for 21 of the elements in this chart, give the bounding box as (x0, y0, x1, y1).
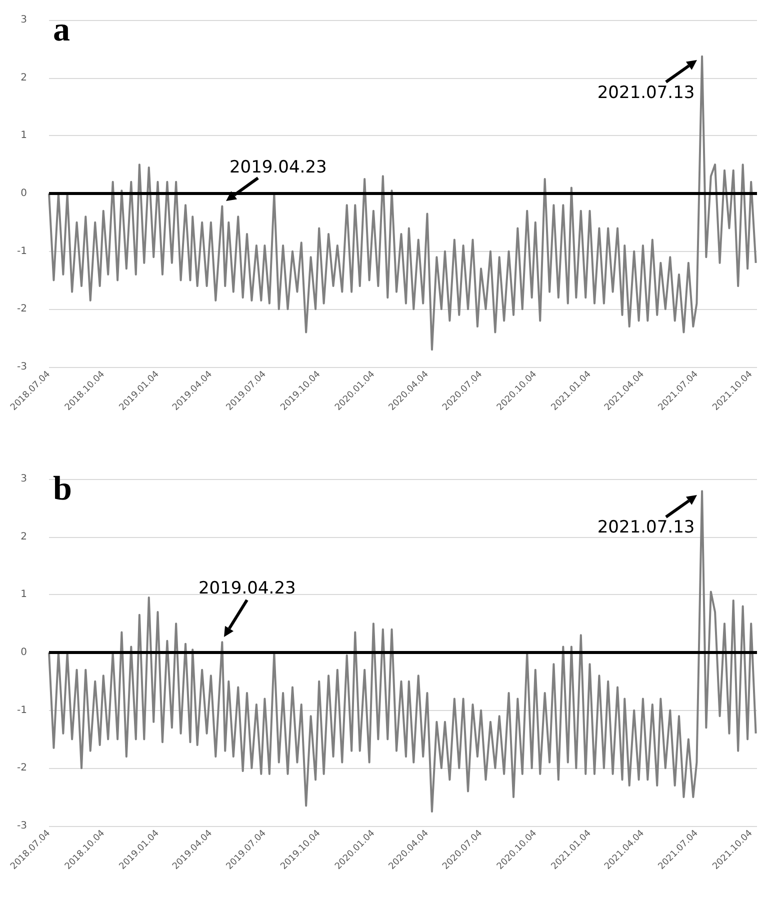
annotation: 2021.07.13 (597, 518, 695, 538)
chart-title: b (53, 470, 72, 508)
y-tick-label: -2 (17, 304, 27, 315)
y-tick-label: 2 (20, 531, 27, 542)
annotation: 2019.04.23 (229, 158, 327, 178)
chart-title: a (53, 12, 70, 48)
y-tick-label: 1 (20, 589, 27, 600)
annotation: 2021.07.13 (597, 82, 695, 103)
y-tick-label: 0 (20, 647, 27, 658)
line-series (48, 55, 757, 351)
y-tick-label: -1 (17, 704, 27, 716)
y-tick-label: -3 (17, 820, 27, 832)
y-tick-label: -1 (17, 246, 27, 257)
y-tick-label: 0 (20, 188, 27, 199)
y-tick-label: 3 (20, 14, 27, 26)
y-tick-label: 2 (20, 72, 27, 84)
y-tick-label: 3 (20, 474, 27, 484)
annotation: 2019.04.23 (198, 578, 296, 599)
y-tick-label: -2 (17, 762, 27, 774)
y-tick-label: -3 (17, 362, 27, 372)
y-tick-label: 1 (20, 130, 27, 142)
